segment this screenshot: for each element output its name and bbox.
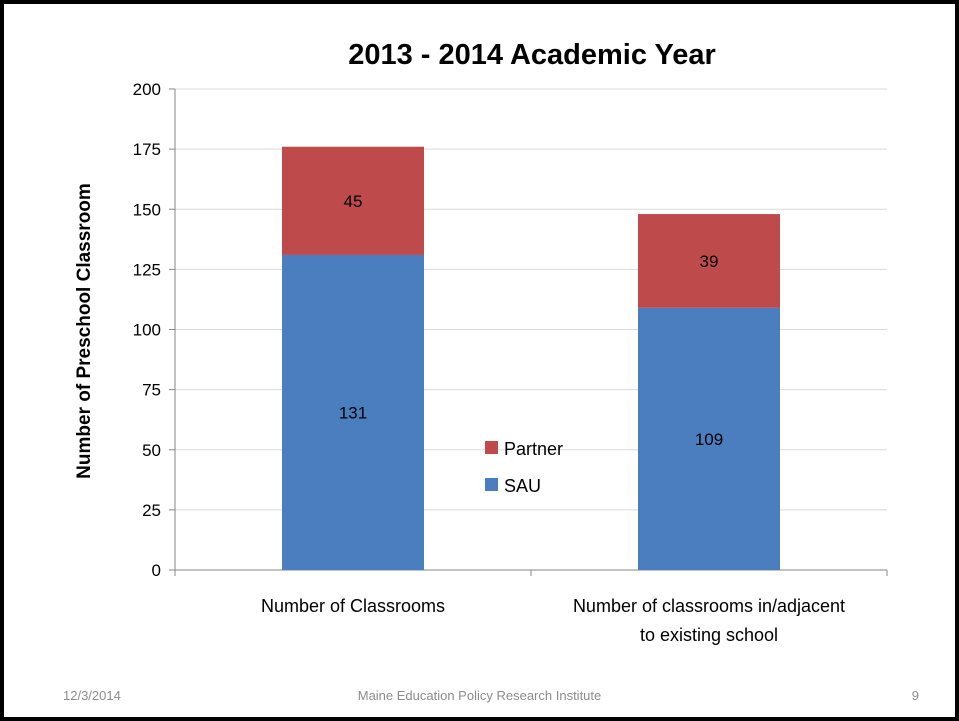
data-label-sau-1: 109 — [695, 430, 723, 449]
y-axis-label: Number of Preschool Classroom — [74, 183, 95, 479]
footer-date: 12/3/2014 — [63, 688, 121, 703]
y-tick-label-150: 150 — [133, 200, 161, 219]
bar-partner-0 — [282, 146, 424, 255]
legend-swatch-sau — [485, 478, 498, 491]
legend-label-partner: Partner — [504, 439, 563, 459]
data-label-sau-0: 131 — [339, 403, 367, 422]
y-tick-label-125: 125 — [133, 260, 161, 279]
y-tick-label-200: 200 — [133, 80, 161, 99]
y-tick-label-50: 50 — [142, 441, 161, 460]
legend-label-sau: SAU — [504, 476, 541, 496]
data-label-partner-0: 45 — [344, 192, 363, 211]
footer-page-number: 9 — [911, 688, 919, 703]
y-tick-label-175: 175 — [133, 140, 161, 159]
y-tick-label-25: 25 — [142, 501, 161, 520]
y-tick-label-0: 0 — [152, 561, 161, 580]
stacked-bar-chart: 0 25 50 75 100 125 150 175 200 131 45 Number of Cla… — [74, 39, 888, 645]
bar-partner-1 — [638, 214, 780, 308]
footer-organization: Maine Education Policy Research Institut… — [357, 688, 602, 703]
bar-sau-0 — [282, 254, 424, 570]
chart-title: 2013 - 2014 Academic Year — [348, 39, 716, 71]
x-tick-label-0-0: Number of Classrooms — [261, 596, 445, 616]
bar-sau-1 — [638, 307, 780, 570]
data-label-partner-1: 39 — [700, 252, 719, 271]
x-tick-label-1-1: to existing school — [640, 625, 778, 645]
y-tick-label-100: 100 — [133, 321, 161, 340]
x-tick-label-1-0: Number of classrooms in/adjacent — [573, 596, 845, 616]
legend-swatch-partner — [485, 441, 498, 454]
y-tick-label-75: 75 — [142, 381, 161, 400]
